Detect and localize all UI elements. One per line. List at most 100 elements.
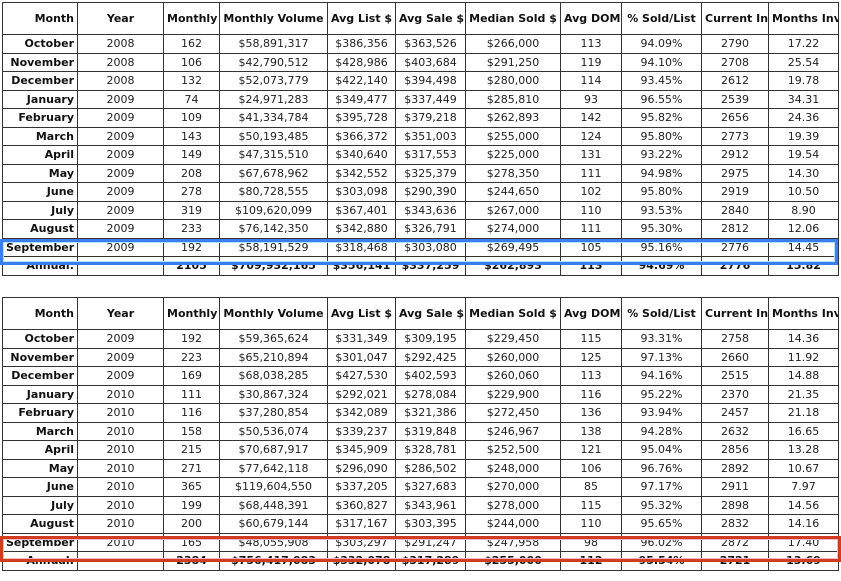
table-row: December 2009 169 $68,038,285 $427,530 $402,5… [2, 366, 839, 386]
table-row: August 2009 233 $76,142,350 $342,880 $326,791… [2, 219, 839, 239]
table-row: April 2009 149 $47,315,510 $340,640 $317,553 $… [2, 145, 839, 165]
cell-avg-sale: $363,526 [395, 34, 466, 54]
cell-months-inventory: 21.18 [768, 403, 839, 423]
cell-avg-dom: 125 [560, 347, 622, 367]
cell-year: 2009 [77, 219, 164, 239]
cell-median-sold: $248,000 [465, 458, 561, 478]
column-header-current-inventory: Current Inventory [701, 2, 769, 35]
column-header-year: Year [77, 297, 164, 330]
cell-monthly-sales: 215 [163, 440, 220, 460]
cell-median-sold: $278,000 [465, 495, 561, 515]
cell-median-sold: $252,500 [465, 440, 561, 460]
cell-avg-dom: 115 [560, 329, 622, 349]
cell-monthly-sales: 111 [163, 384, 220, 404]
table-row: September 2010 165 $48,055,908 $303,297 $291,… [2, 532, 839, 552]
cell-current-inventory: 2812 [701, 219, 769, 239]
cell-months-inventory: 21.35 [768, 384, 839, 404]
cell-year: 2010 [77, 403, 164, 423]
cell-year [77, 551, 164, 571]
cell-months-inventory: 19.78 [768, 71, 839, 91]
cell-monthly-sales: 165 [163, 532, 220, 552]
cell-year: 2009 [77, 89, 164, 109]
cell-month: October [2, 329, 78, 349]
cell-current-inventory: 2721 [701, 551, 769, 571]
column-header-avg-dom: Avg DOM [560, 2, 622, 35]
cell-monthly-volume: $30,867,324 [219, 384, 328, 404]
cell-avg-sale: $291,247 [395, 532, 466, 552]
cell-sold-list: 96.02% [621, 532, 702, 552]
cell-months-inventory: 19.39 [768, 126, 839, 146]
cell-avg-dom: 138 [560, 421, 622, 441]
cell-avg-sale: $328,781 [395, 440, 466, 460]
cell-avg-dom: 111 [560, 219, 622, 239]
cell-median-sold: $244,650 [465, 182, 561, 202]
cell-median-sold: $274,000 [465, 219, 561, 239]
cell-month: November [2, 347, 78, 367]
cell-current-inventory: 2776 [701, 256, 769, 276]
cell-months-inventory: 25.54 [768, 52, 839, 72]
cell-avg-list: $342,089 [327, 403, 396, 423]
cell-avg-list: $356,141 [327, 256, 396, 276]
cell-months-inventory: 10.67 [768, 458, 839, 478]
cell-year: 2009 [77, 347, 164, 367]
cell-year: 2010 [77, 514, 164, 534]
cell-sold-list: 93.22% [621, 145, 702, 165]
cell-avg-sale: $278,084 [395, 384, 466, 404]
cell-avg-list: $360,827 [327, 495, 396, 515]
cell-months-inventory: 7.97 [768, 477, 839, 497]
cell-sold-list: 95.22% [621, 384, 702, 404]
cell-monthly-volume: $48,055,908 [219, 532, 328, 552]
cell-month: March [2, 126, 78, 146]
table-row: November 2009 223 $65,210,894 $301,047 $292,4… [2, 347, 839, 367]
cell-avg-dom: 112 [560, 551, 622, 571]
cell-month: September [2, 532, 78, 552]
cell-year: 2010 [77, 532, 164, 552]
cell-median-sold: $267,000 [465, 200, 561, 220]
cell-monthly-sales: 2384 [163, 551, 220, 571]
column-header-current-inventory: Current Inventory [701, 297, 769, 330]
cell-year: 2009 [77, 182, 164, 202]
cell-monthly-sales: 233 [163, 219, 220, 239]
cell-sold-list: 96.55% [621, 89, 702, 109]
cell-avg-sale: $343,636 [395, 200, 466, 220]
cell-monthly-sales: 169 [163, 366, 220, 386]
cell-current-inventory: 2872 [701, 532, 769, 552]
column-header-avg-sale: Avg Sale $ [395, 2, 466, 35]
cell-avg-sale: $379,218 [395, 108, 466, 128]
cell-monthly-volume: $67,678,962 [219, 163, 328, 183]
cell-avg-list: $296,090 [327, 458, 396, 478]
column-header-month: Month [2, 2, 78, 35]
cell-monthly-sales: 319 [163, 200, 220, 220]
cell-avg-list: $349,477 [327, 89, 396, 109]
cell-current-inventory: 2856 [701, 440, 769, 460]
cell-current-inventory: 2660 [701, 347, 769, 367]
cell-avg-list: $331,349 [327, 329, 396, 349]
cell-avg-dom: 98 [560, 532, 622, 552]
cell-months-inventory: 34.31 [768, 89, 839, 109]
cell-monthly-sales: 109 [163, 108, 220, 128]
cell-avg-sale: $303,080 [395, 237, 466, 257]
table-row: January 2009 74 $24,971,283 $349,477 $337,449… [2, 89, 839, 109]
cell-monthly-sales: 278 [163, 182, 220, 202]
cell-median-sold: $262,893 [465, 256, 561, 276]
cell-avg-sale: $343,961 [395, 495, 466, 515]
cell-median-sold: $229,900 [465, 384, 561, 404]
cell-month: February [2, 108, 78, 128]
cell-sold-list: 95.54% [621, 551, 702, 571]
cell-month: June [2, 477, 78, 497]
cell-month: July [2, 200, 78, 220]
cell-current-inventory: 2632 [701, 421, 769, 441]
cell-month: April [2, 440, 78, 460]
cell-avg-dom: 93 [560, 89, 622, 109]
table-row: August 2010 200 $60,679,144 $317,167 $303,395… [2, 514, 839, 534]
column-header-month: Month [2, 297, 78, 330]
cell-monthly-sales: 223 [163, 347, 220, 367]
cell-avg-sale: $403,684 [395, 52, 466, 72]
cell-avg-sale: $326,791 [395, 219, 466, 239]
cell-current-inventory: 2919 [701, 182, 769, 202]
table-row: November 2008 106 $42,790,512 $428,986 $403,6… [2, 52, 839, 72]
cell-monthly-sales: 271 [163, 458, 220, 478]
cell-avg-dom: 111 [560, 163, 622, 183]
cell-avg-dom: 116 [560, 384, 622, 404]
cell-monthly-volume: $109,620,099 [219, 200, 328, 220]
